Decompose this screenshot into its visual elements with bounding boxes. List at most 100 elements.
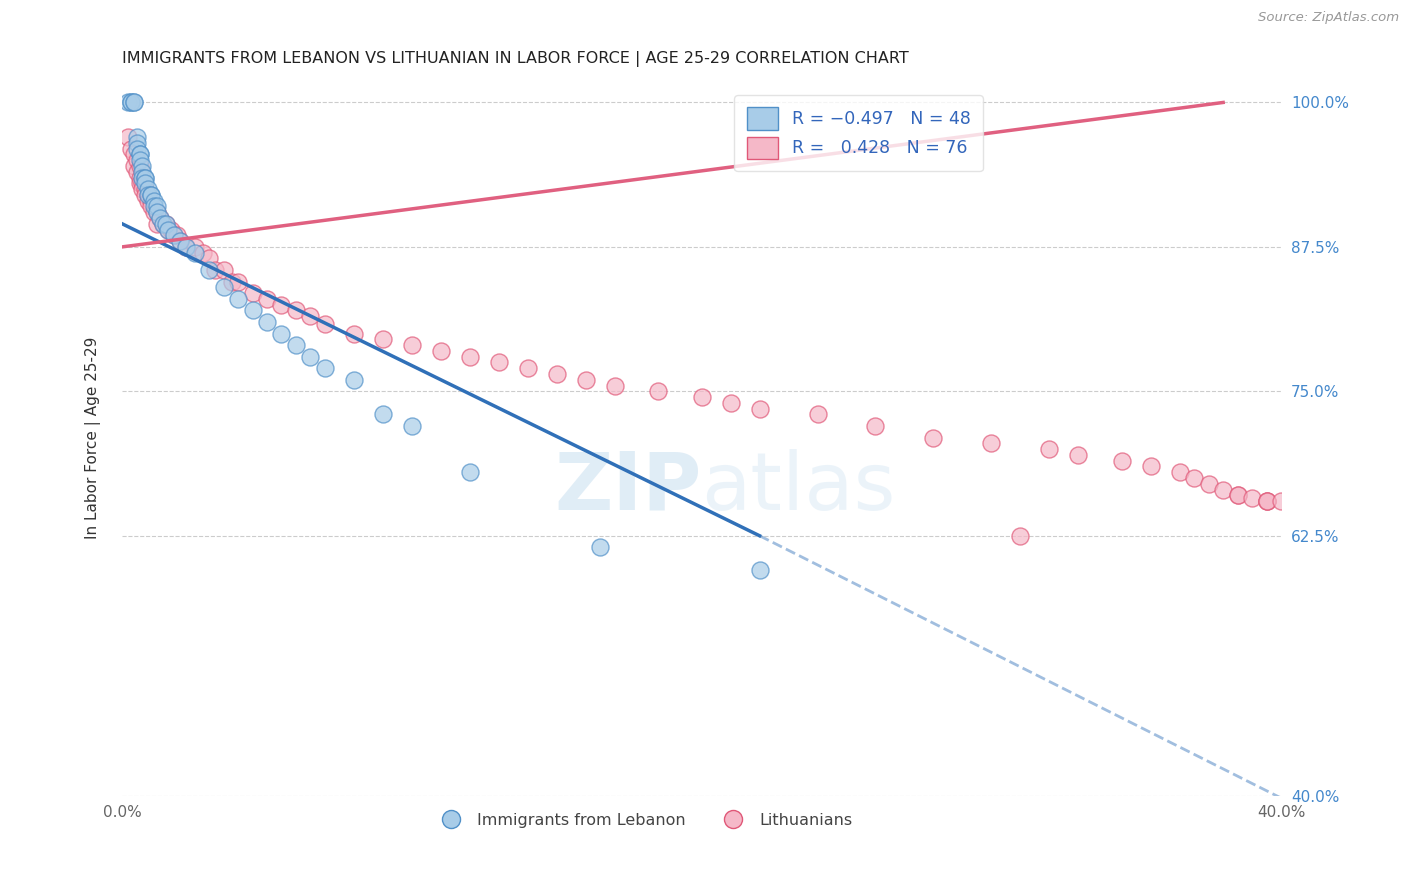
Point: [748, 401, 770, 416]
Point: [256, 315, 278, 329]
Point: [136, 182, 159, 196]
Point: [131, 177, 153, 191]
Point: [242, 303, 264, 318]
Point: [131, 182, 153, 196]
Point: [212, 263, 235, 277]
Point: [169, 234, 191, 248]
Point: [198, 252, 221, 266]
Point: [136, 194, 159, 208]
Text: atlas: atlas: [702, 449, 896, 526]
Point: [143, 205, 166, 219]
Text: Source: ZipAtlas.com: Source: ZipAtlas.com: [1258, 11, 1399, 24]
Point: [139, 194, 162, 208]
Point: [122, 95, 145, 110]
Point: [120, 95, 142, 110]
Point: [270, 298, 292, 312]
Point: [136, 187, 159, 202]
Point: [1226, 488, 1249, 502]
Point: [174, 240, 197, 254]
Point: [1212, 483, 1234, 497]
Point: [139, 199, 162, 213]
Point: [122, 95, 145, 110]
Point: [136, 187, 159, 202]
Point: [516, 361, 538, 376]
Point: [160, 222, 183, 236]
Point: [122, 159, 145, 173]
Point: [371, 332, 394, 346]
Point: [242, 286, 264, 301]
Point: [285, 303, 308, 318]
Point: [163, 228, 186, 243]
Point: [131, 159, 153, 173]
Point: [183, 240, 205, 254]
Point: [1241, 491, 1264, 505]
Point: [401, 419, 423, 434]
Point: [458, 350, 481, 364]
Point: [806, 408, 828, 422]
Text: ZIP: ZIP: [554, 449, 702, 526]
Point: [1198, 476, 1220, 491]
Point: [980, 436, 1002, 450]
Point: [865, 419, 887, 434]
Point: [1256, 494, 1278, 508]
Point: [128, 170, 150, 185]
Point: [125, 142, 148, 156]
Point: [270, 326, 292, 341]
Point: [256, 292, 278, 306]
Point: [117, 95, 139, 110]
Point: [152, 217, 174, 231]
Point: [371, 408, 394, 422]
Point: [720, 396, 742, 410]
Point: [183, 245, 205, 260]
Point: [125, 136, 148, 150]
Point: [169, 234, 191, 248]
Point: [314, 318, 336, 332]
Point: [117, 130, 139, 145]
Point: [155, 217, 177, 231]
Point: [146, 205, 169, 219]
Point: [143, 199, 166, 213]
Point: [430, 343, 453, 358]
Point: [1038, 442, 1060, 456]
Point: [139, 187, 162, 202]
Point: [149, 211, 172, 225]
Point: [149, 211, 172, 225]
Point: [314, 361, 336, 376]
Point: [139, 187, 162, 202]
Point: [198, 263, 221, 277]
Point: [120, 95, 142, 110]
Point: [131, 170, 153, 185]
Point: [343, 326, 366, 341]
Text: IMMIGRANTS FROM LEBANON VS LITHUANIAN IN LABOR FORCE | AGE 25-29 CORRELATION CHA: IMMIGRANTS FROM LEBANON VS LITHUANIAN IN…: [122, 51, 908, 67]
Point: [575, 373, 598, 387]
Point: [922, 431, 945, 445]
Point: [1168, 465, 1191, 479]
Point: [458, 465, 481, 479]
Point: [128, 177, 150, 191]
Point: [285, 338, 308, 352]
Point: [488, 355, 510, 369]
Point: [343, 373, 366, 387]
Point: [125, 165, 148, 179]
Point: [128, 147, 150, 161]
Point: [146, 217, 169, 231]
Point: [226, 292, 249, 306]
Point: [134, 182, 156, 196]
Point: [125, 153, 148, 168]
Point: [212, 280, 235, 294]
Point: [122, 147, 145, 161]
Point: [166, 228, 188, 243]
Point: [152, 217, 174, 231]
Point: [1226, 488, 1249, 502]
Point: [120, 142, 142, 156]
Point: [221, 275, 243, 289]
Y-axis label: In Labor Force | Age 25-29: In Labor Force | Age 25-29: [86, 336, 101, 539]
Point: [690, 390, 713, 404]
Point: [226, 275, 249, 289]
Point: [1139, 459, 1161, 474]
Point: [1111, 453, 1133, 467]
Point: [134, 170, 156, 185]
Point: [299, 310, 322, 324]
Point: [157, 222, 180, 236]
Point: [128, 159, 150, 173]
